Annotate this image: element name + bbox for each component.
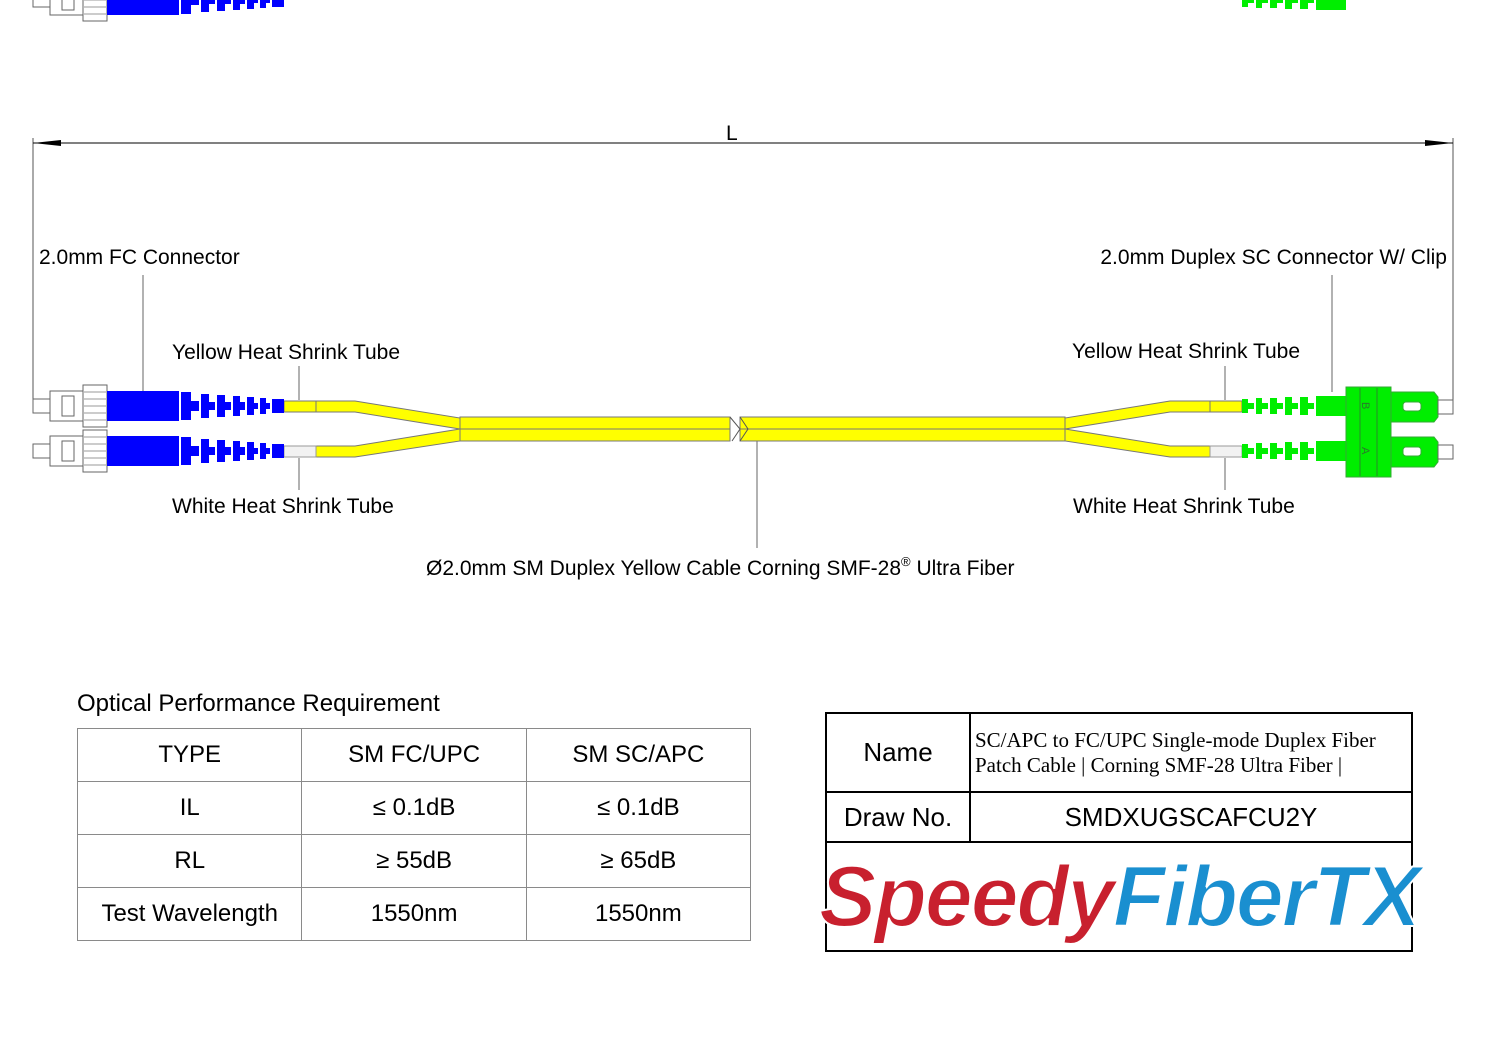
- clip-label-b: B: [1359, 402, 1371, 409]
- table-row: Test Wavelength 1550nm 1550nm: [76, 887, 752, 941]
- sc-duplex-clip: B A: [1345, 386, 1454, 478]
- left-connector-label: 2.0mm FC Connector: [39, 246, 240, 269]
- name-row: Name SC/APC to FC/UPC Single-mode Duplex…: [827, 714, 1411, 793]
- left-white-tube-label: White Heat Shrink Tube: [172, 495, 394, 518]
- title-block: Name SC/APC to FC/UPC Single-mode Duplex…: [818, 712, 1422, 952]
- performance-title: Optical Performance Requirement: [77, 690, 440, 717]
- left-white-heat-shrink: [283, 445, 317, 458]
- sc-boot: [1242, 0, 1346, 10]
- right-yellow-tube-label: Yellow Heat Shrink Tube: [1072, 340, 1300, 363]
- table-row: RL ≥ 55dB ≥ 65dB: [76, 834, 752, 888]
- right-yellow-heat-shrink: [1209, 400, 1243, 413]
- left-yellow-heat-shrink: [283, 400, 317, 413]
- right-connector-label: 2.0mm Duplex SC Connector W/ Clip: [1100, 246, 1447, 269]
- draw-no-value: SMDXUGSCAFCU2Y: [1064, 801, 1318, 832]
- table-row: TYPE SM FC/UPC SM SC/APC: [76, 728, 752, 782]
- cable-label: Ø2.0mm SM Duplex Yellow Cable Corning SM…: [426, 554, 1015, 580]
- name-value: SC/APC to FC/UPC Single-mode Duplex Fibe…: [975, 727, 1376, 777]
- right-white-tube-label: White Heat Shrink Tube: [1073, 495, 1295, 518]
- draw-no-label: Draw No.: [827, 793, 971, 841]
- right-white-heat-shrink: [1209, 445, 1243, 458]
- table-row: IL ≤ 0.1dB ≤ 0.1dB: [76, 781, 752, 835]
- duplex-cable: [315, 400, 1211, 458]
- fc-connector: [32, 0, 284, 22]
- left-yellow-tube-label: Yellow Heat Shrink Tube: [172, 341, 400, 364]
- name-label: Name: [827, 714, 971, 791]
- length-label: L: [726, 122, 738, 145]
- clip-label-a: A: [1359, 447, 1371, 455]
- length-dimension: [32, 138, 1454, 400]
- leader-lines: [142, 275, 1333, 548]
- performance-table: TYPE SM FC/UPC SM SC/APC IL ≤ 0.1dB ≤ 0.1dB …: [76, 728, 752, 941]
- draw-no-row: Draw No. SMDXUGSCAFCU2Y: [827, 793, 1411, 843]
- speedyfibertx-logo: Speedy FiberTX: [818, 848, 1422, 946]
